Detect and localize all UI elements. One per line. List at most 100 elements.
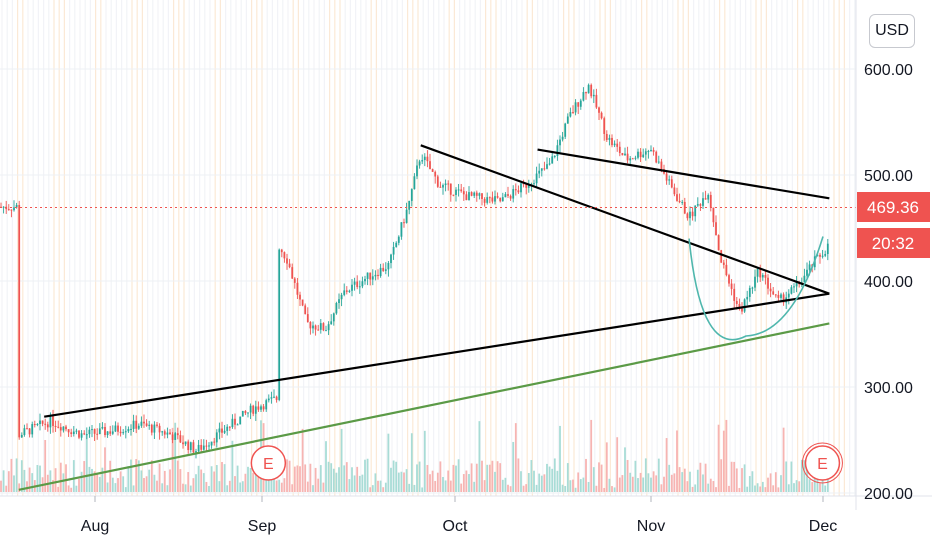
volume-bar: [824, 485, 827, 492]
volume-bar: [670, 474, 673, 492]
candle-body: [397, 236, 400, 243]
candle-body: [793, 286, 795, 288]
support-line[interactable]: [18, 322, 830, 491]
earnings-marker[interactable]: [250, 445, 287, 481]
volume-bar: [39, 465, 41, 492]
candle-body: [644, 151, 647, 155]
candle-body: [769, 288, 772, 292]
candle-body: [660, 161, 663, 170]
volume-bar: [309, 463, 312, 492]
volume-bar: [665, 438, 668, 492]
candle-body: [696, 204, 699, 206]
volume-bar: [585, 458, 587, 492]
candle-body: [52, 415, 54, 426]
volume-bar: [447, 470, 450, 492]
candle-body: [124, 431, 127, 433]
earnings-marker[interactable]: [804, 445, 841, 481]
volume-bar: [468, 474, 470, 492]
candle-body: [130, 428, 132, 430]
volume-bar: [634, 460, 637, 492]
candle-body: [371, 276, 374, 280]
volume-bar: [270, 470, 273, 492]
candle-body: [618, 146, 621, 154]
volume-bar: [483, 480, 486, 492]
candle-body: [260, 406, 262, 410]
volume-bar: [137, 460, 140, 492]
candle-body: [7, 209, 10, 211]
price-tick-0: 600.00: [864, 62, 913, 79]
candle-body: [395, 242, 398, 247]
candle-body: [460, 189, 463, 192]
currency-button[interactable]: USD: [869, 14, 915, 48]
candle-body: [631, 158, 634, 160]
volume-bar: [202, 473, 205, 492]
trendline-0[interactable]: [44, 292, 830, 418]
volume-bar: [28, 467, 31, 492]
candle-body: [36, 424, 39, 426]
volume-bar: [52, 480, 54, 492]
volume-bar: [509, 486, 512, 492]
candle-body: [291, 267, 294, 279]
trendline-2[interactable]: [537, 148, 830, 200]
volume-bar: [369, 487, 372, 492]
candle-body: [278, 249, 281, 400]
candle-body: [304, 305, 307, 315]
candle-body: [579, 100, 582, 107]
volume-bar: [764, 487, 767, 492]
candle-body: [457, 189, 460, 191]
candle-body: [156, 424, 158, 426]
trendline-drawings[interactable]: [18, 144, 830, 491]
candle-body: [608, 137, 611, 140]
volume-bar: [275, 480, 278, 492]
candle-body: [748, 288, 751, 297]
volume-bar: [278, 479, 281, 492]
candle-body: [361, 281, 364, 287]
volume-bar: [101, 467, 104, 492]
trendline-1[interactable]: [420, 144, 830, 295]
candle-body: [525, 183, 528, 188]
volume-bar: [603, 487, 606, 492]
candle-body: [189, 442, 192, 451]
candle-body: [470, 192, 473, 196]
candle-body: [166, 432, 169, 435]
volume-bar: [322, 482, 325, 492]
volume-bar: [707, 483, 710, 492]
candle-body: [616, 143, 619, 147]
candle-body: [764, 274, 767, 278]
candle-body: [712, 207, 715, 223]
price-axis[interactable]: 600.00 500.00 400.00 300.00 200.00: [864, 62, 913, 503]
volume-bar: [387, 433, 390, 492]
volume-bar: [400, 471, 403, 492]
time-tick-3: Nov: [637, 518, 665, 535]
volume-bar: [54, 468, 57, 492]
candle-body: [504, 194, 507, 198]
volume-bar: [364, 459, 366, 492]
candle-body: [221, 428, 223, 433]
volume-bar: [244, 473, 247, 492]
time-axis[interactable]: Aug Sep Oct Nov Dec: [81, 496, 837, 535]
volume-bar: [280, 482, 283, 492]
candle-body: [356, 281, 359, 288]
volume-bar: [145, 476, 148, 492]
volume-bar: [135, 459, 138, 492]
volume-bar: [774, 472, 777, 492]
candle-body: [358, 286, 361, 288]
countdown-badge: 20:32: [857, 228, 930, 258]
candle-body: [132, 420, 135, 429]
cup-curve[interactable]: [688, 236, 824, 341]
volume-bar: [574, 487, 577, 492]
volume-bar: [535, 484, 538, 492]
candle-body: [293, 278, 296, 283]
volume-bar: [85, 434, 88, 492]
volume-bar: [595, 485, 598, 492]
volume-bar: [416, 464, 418, 492]
volume-bar: [579, 479, 582, 492]
candle-body: [621, 153, 624, 156]
candle-body: [322, 323, 325, 331]
volume-bar: [13, 475, 15, 492]
candle-body: [507, 194, 509, 196]
volume-bar: [340, 428, 343, 492]
volume-bar: [696, 469, 699, 492]
